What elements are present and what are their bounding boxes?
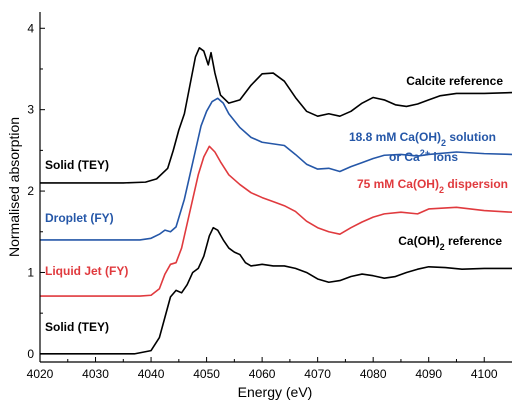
calcite-reference-line (40, 47, 513, 184)
x-tick-label: 4080 (360, 367, 387, 381)
x-tick-label: 4030 (82, 367, 109, 381)
annotation-droplet: Droplet (FY) (45, 211, 114, 225)
annotation-solution-line1: 18.8 mM Ca(OH)2 solution (349, 130, 496, 148)
y-tick-label: 0 (27, 347, 34, 361)
caoh2-reference-line (40, 226, 512, 355)
x-axis-title: Energy (eV) (238, 384, 313, 400)
x-tick-label: 4100 (471, 367, 498, 381)
droplet-line (40, 97, 513, 241)
x-ticks: 4020 4030 4040 4050 4060 4070 4080 4090 4100 (27, 357, 498, 381)
series-layer (40, 47, 513, 355)
x-tick-label: 4020 (27, 367, 54, 381)
annotation-calcite-reference: Calcite reference (406, 74, 503, 88)
x-tick-label: 4090 (415, 367, 442, 381)
annotation-solution-line2: or Ca2+ ions (389, 148, 458, 164)
annotation-caoh2-reference: Ca(OH)2 reference (398, 234, 502, 252)
y-ticks: 0 1 2 3 4 (27, 21, 45, 361)
annotation-solid-tey-bottom: Solid (TEY) (45, 320, 109, 334)
x-tick-label: 4050 (193, 367, 220, 381)
annotation-solid-tey-top: Solid (TEY) (45, 158, 109, 172)
y-axis-title: Normalised absorption (6, 117, 22, 257)
y-tick-label: 2 (27, 184, 34, 198)
y-tick-label: 3 (27, 103, 34, 117)
liquid-jet-line (40, 145, 513, 297)
x-tick-label: 4070 (304, 367, 331, 381)
annotation-liquid-jet: Liquid Jet (FY) (45, 264, 128, 278)
x-tick-label: 4060 (249, 367, 276, 381)
annotation-dispersion: 75 mM Ca(OH)2 dispersion (357, 177, 508, 195)
y-tick-label: 1 (27, 265, 34, 279)
x-tick-label: 4040 (138, 367, 165, 381)
y-tick-label: 4 (27, 21, 34, 35)
